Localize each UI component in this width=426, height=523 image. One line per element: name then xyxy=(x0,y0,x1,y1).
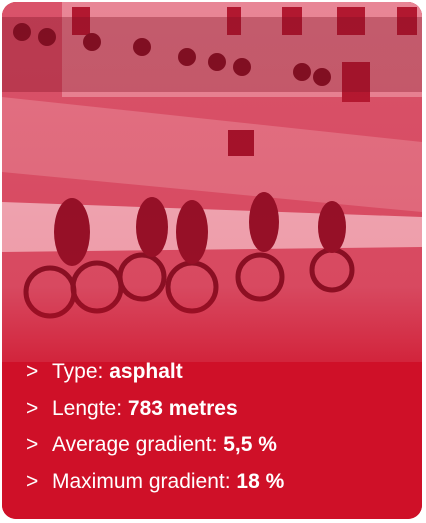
bullet: > xyxy=(26,354,52,391)
bullet: > xyxy=(26,427,52,464)
page: >Type: asphalt >Lengte: 783 metres >Aver… xyxy=(0,0,426,523)
spec-value: 5,5 % xyxy=(223,433,277,456)
spec-label: Type: xyxy=(52,360,103,383)
bullet: > xyxy=(26,464,52,501)
spec-label: Maximum gradient: xyxy=(52,470,231,493)
info-card: >Type: asphalt >Lengte: 783 metres >Aver… xyxy=(2,2,422,519)
spec-list: >Type: asphalt >Lengte: 783 metres >Aver… xyxy=(26,354,284,500)
spec-label: Lengte: xyxy=(52,397,122,420)
spec-item: >Maximum gradient: 18 % xyxy=(26,464,284,501)
bullet: > xyxy=(26,391,52,428)
spec-item: >Average gradient: 5,5 % xyxy=(26,427,284,464)
spec-label: Average gradient: xyxy=(52,433,217,456)
spec-item: >Type: asphalt xyxy=(26,354,284,391)
spec-value: asphalt xyxy=(109,360,183,383)
spec-value: 18 % xyxy=(236,470,284,493)
spec-value: 783 metres xyxy=(128,397,238,420)
spec-item: >Lengte: 783 metres xyxy=(26,391,284,428)
